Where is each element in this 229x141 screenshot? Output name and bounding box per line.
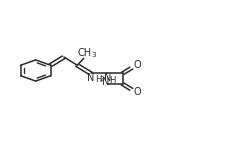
Text: 2: 2 [100, 76, 104, 82]
Text: CH: CH [77, 48, 92, 58]
Text: N: N [102, 77, 109, 87]
Text: H: H [95, 75, 101, 84]
Text: O: O [133, 60, 141, 70]
Text: N: N [103, 73, 111, 83]
Text: H: H [109, 76, 115, 85]
Text: N: N [87, 73, 94, 83]
Text: 3: 3 [91, 52, 95, 58]
Text: O: O [133, 87, 141, 97]
